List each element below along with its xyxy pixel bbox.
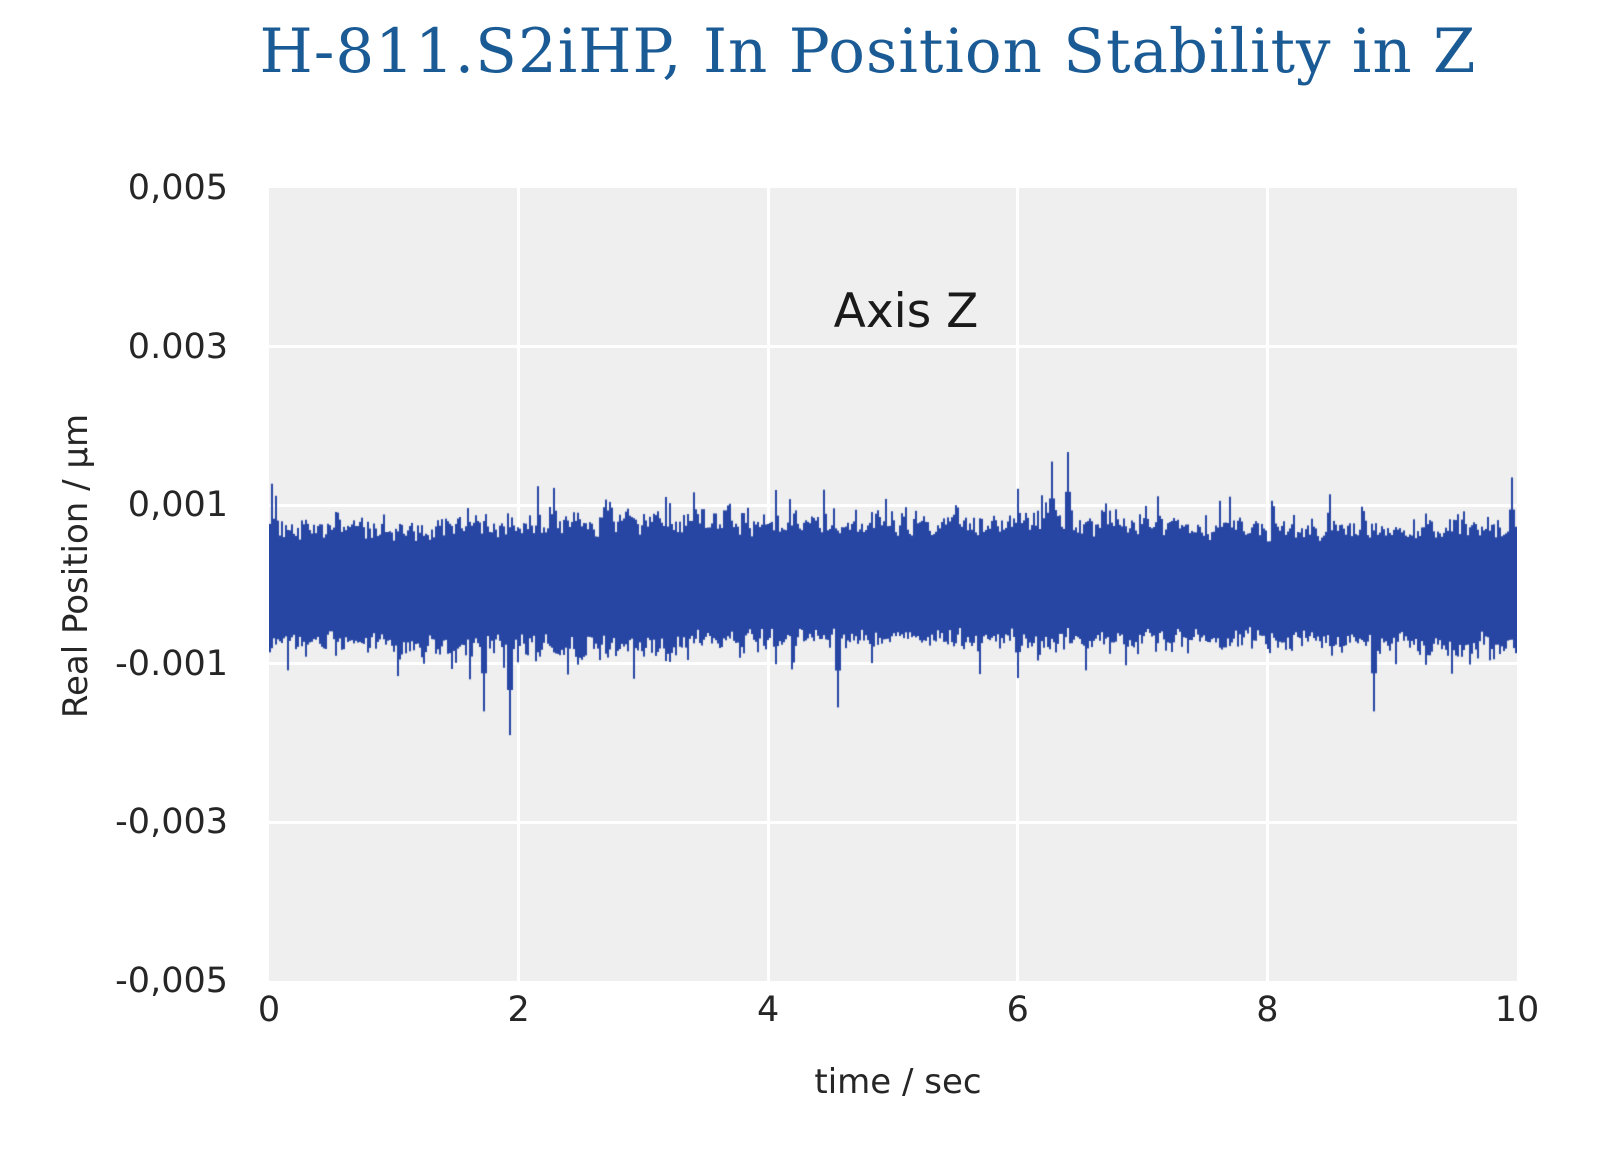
x-tick-label: 6 [1006, 990, 1029, 1030]
x-tick-label: 10 [1494, 990, 1540, 1030]
x-axis-title: time / sec [814, 1062, 982, 1102]
y-axis-title: Real Position / µm [56, 413, 96, 719]
x-tick-label: 8 [1256, 990, 1279, 1030]
x-tick-label: 4 [757, 990, 780, 1030]
axis-annotation: Axis Z [833, 284, 979, 339]
y-tick-label: 0.003 [127, 326, 228, 367]
noise-series-canvas [269, 188, 1517, 981]
y-tick-label: -0,003 [115, 802, 228, 843]
x-tick-label: 0 [257, 990, 281, 1030]
y-tick-label: 0,005 [127, 168, 228, 208]
y-tick-label: -0.001 [115, 643, 228, 684]
y-tick-label: -0,005 [115, 961, 228, 1001]
y-tick-label: 0,001 [127, 485, 228, 526]
plot-area: Axis Z [269, 188, 1517, 981]
x-tick-label: 2 [507, 990, 530, 1030]
chart-title: H-811.S2iHP, In Position Stability in Z [259, 16, 1477, 87]
